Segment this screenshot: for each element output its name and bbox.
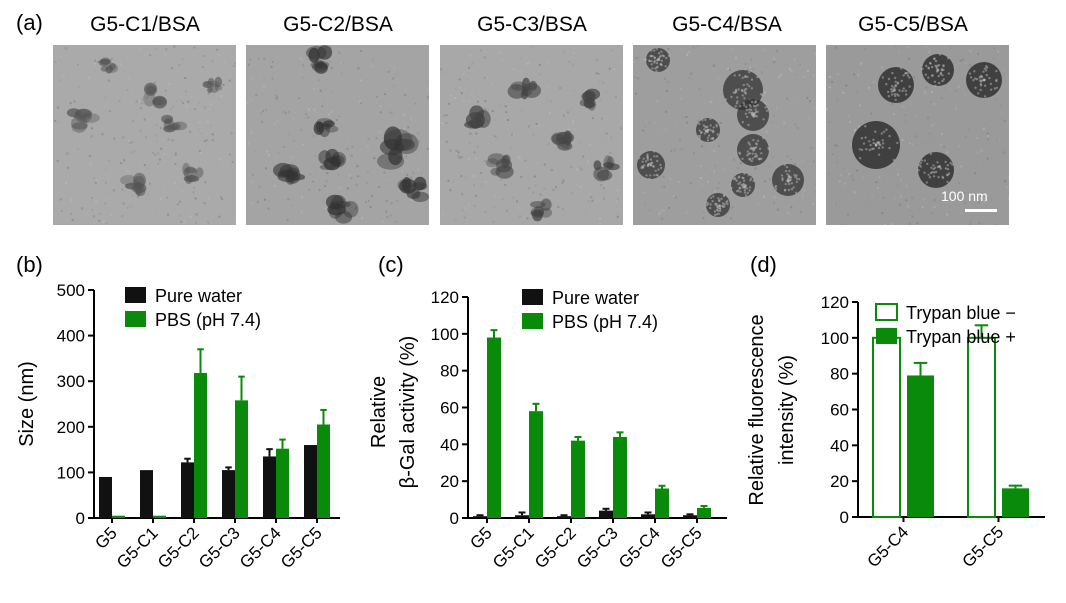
bar-b-1-2 <box>194 372 207 518</box>
y-tick-label-d: 80 <box>830 365 849 384</box>
bar-c-0-0 <box>473 516 487 518</box>
y-axis-label-c: β-Gal activity (%) <box>397 336 419 489</box>
panel-label-a: (a) <box>16 10 43 35</box>
tem-title-2: G5-C2/BSA <box>283 13 393 36</box>
y-tick-label-d: 40 <box>830 436 849 455</box>
y-tick-label-b: 200 <box>57 418 85 437</box>
bar-b-1-1 <box>153 515 166 518</box>
tem-image-g5-c2 <box>246 45 429 225</box>
y-tick-label-c: 60 <box>440 399 459 418</box>
y-tick-label-b: 0 <box>76 509 85 528</box>
x-tick-label-c: G5-C1 <box>489 523 538 572</box>
bar-d-1-0 <box>907 375 934 517</box>
bar-c-0-4 <box>641 514 655 518</box>
bar-d-0-0 <box>872 336 901 519</box>
tem-title-1: G5-C1/BSA <box>90 13 200 36</box>
bar-d-1-1 <box>1002 488 1029 517</box>
tem-image-g5-c1 <box>53 45 236 225</box>
bar-d-0-1 <box>967 336 996 519</box>
x-tick-label-c: G5 <box>466 523 495 552</box>
x-tick-label-c: G5-C3 <box>573 523 622 572</box>
y-tick-label-b: 400 <box>57 327 85 346</box>
y-tick-label-d: 0 <box>840 508 849 527</box>
legend-label-d-1: Trypan blue + <box>906 327 1016 347</box>
bar-b-1-0 <box>112 515 125 518</box>
scale-bar <box>965 209 997 212</box>
tem-title-3: G5-C3/BSA <box>477 13 587 36</box>
y-axis-label-top-c: Relative <box>368 376 390 448</box>
bar-b-0-5 <box>304 445 317 518</box>
x-tick-label-b: G5-C4 <box>236 523 285 572</box>
x-tick-label-d: G5-C5 <box>958 522 1007 571</box>
chart-d: 0 20 40 60 80 100 120 intensity (%) Relative flu… <box>746 293 1045 571</box>
bar-c-0-5 <box>683 515 697 518</box>
bar-c-1-1 <box>529 411 543 518</box>
x-tick-label-b: G5-C5 <box>277 523 326 572</box>
y-tick-label-c: 80 <box>440 362 459 381</box>
y-tick-label-d: 100 <box>821 329 849 348</box>
bar-c-1-3 <box>613 436 627 518</box>
x-tick-label-b: G5-C2 <box>154 523 203 572</box>
x-tick-label-d: G5-C4 <box>863 522 912 571</box>
y-tick-label-b: 300 <box>57 372 85 391</box>
tem-title-4: G5-C4/BSA <box>672 13 782 36</box>
y-tick-label-c: 40 <box>440 435 459 454</box>
chart-c: 0 20 40 60 80 100 120 β-Gal activity (%) Relativ… <box>368 288 727 572</box>
legend-swatch-b-0 <box>125 287 146 303</box>
bar-c-1-5 <box>697 507 711 518</box>
legend-swatch-b-1 <box>125 311 146 327</box>
tem-title-5: G5-C5/BSA <box>858 13 968 36</box>
x-tick-label-c: G5-C5 <box>657 523 706 572</box>
legend-swatch-c-1 <box>522 313 543 329</box>
bar-b-0-2 <box>181 462 194 518</box>
bar-b-1-4 <box>276 448 289 518</box>
bar-c-1-4 <box>655 488 669 518</box>
tem-image-g5-c3 <box>440 45 623 225</box>
legend-swatch-d-0 <box>875 303 898 321</box>
y-tick-label-d: 120 <box>821 293 849 312</box>
legend-label-c-0: Pure water <box>552 288 639 308</box>
legend-label-b-0: Pure water <box>155 286 242 306</box>
y-axis-label-d: intensity (%) <box>776 355 798 465</box>
legend-label-b-1: PBS (pH 7.4) <box>155 310 261 330</box>
y-tick-label-c: 120 <box>431 288 459 307</box>
y-tick-label-d: 60 <box>830 401 849 420</box>
tem-image-g5-c4 <box>633 45 816 225</box>
tem-image-g5-c5 <box>826 45 1009 225</box>
scale-bar-label: 100 nm <box>941 188 988 204</box>
y-tick-label-c: 100 <box>431 325 459 344</box>
bar-c-0-1 <box>515 515 529 518</box>
bar-b-0-0 <box>99 476 112 518</box>
bar-b-0-1 <box>140 470 153 518</box>
y-tick-label-b: 100 <box>57 463 85 482</box>
bar-b-0-3 <box>222 470 235 518</box>
x-tick-label-b: G5 <box>91 523 120 552</box>
y-tick-label-d: 20 <box>830 472 849 491</box>
y-tick-label-c: 0 <box>450 509 459 528</box>
panel-label-b: (b) <box>16 252 43 277</box>
bar-b-0-4 <box>263 456 276 518</box>
y-tick-label-c: 20 <box>440 472 459 491</box>
panel-label-d: (d) <box>750 252 777 277</box>
x-tick-label-c: G5-C2 <box>531 523 580 572</box>
legend-swatch-c-0 <box>522 289 543 305</box>
legend-label-d-0: Trypan blue − <box>906 303 1016 323</box>
x-tick-label-b: G5-C1 <box>113 523 162 572</box>
y-tick-label-b: 500 <box>57 281 85 300</box>
bar-c-1-0 <box>487 337 501 518</box>
y-axis-label-top-d: Relative fluorescence <box>746 314 768 505</box>
bar-b-1-5 <box>317 424 330 518</box>
x-tick-label-c: G5-C4 <box>615 523 664 572</box>
bar-b-1-3 <box>235 400 248 518</box>
legend-swatch-d-1 <box>876 328 897 344</box>
y-axis-label-b: Size (nm) <box>16 361 38 447</box>
legend-label-c-1: PBS (pH 7.4) <box>552 312 658 332</box>
bar-c-0-2 <box>557 516 571 518</box>
panel-label-c: (c) <box>378 252 404 277</box>
bar-c-1-2 <box>571 440 585 518</box>
bar-c-0-3 <box>599 510 613 518</box>
x-tick-label-b: G5-C3 <box>195 523 244 572</box>
